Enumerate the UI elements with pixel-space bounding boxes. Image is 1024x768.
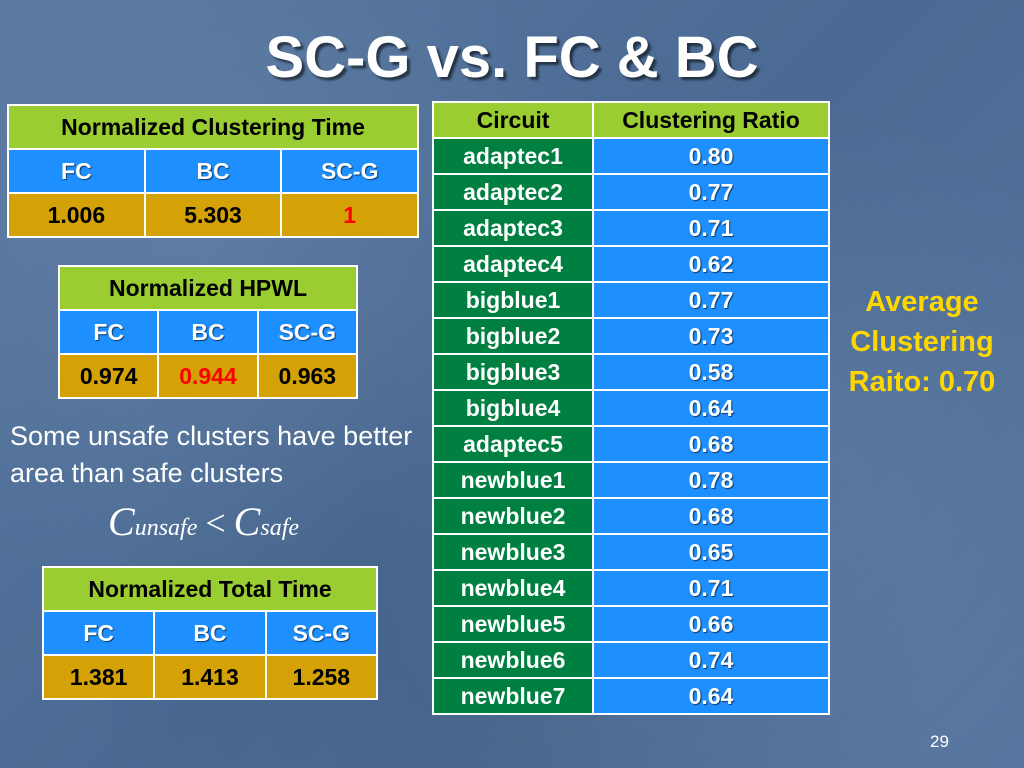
clustering-time-header: Normalized Clustering Time bbox=[7, 104, 419, 150]
clustering-ratio-cell: 0.74 bbox=[592, 641, 830, 679]
table-row: newblue1 0.78 bbox=[432, 461, 830, 499]
table-row: adaptec3 0.71 bbox=[432, 209, 830, 247]
clustering-ratio-cell: 0.71 bbox=[592, 209, 830, 247]
col-header-fc: FC bbox=[7, 148, 146, 194]
total-time-header: Normalized Total Time bbox=[42, 566, 378, 612]
table-row: bigblue1 0.77 bbox=[432, 281, 830, 319]
clustering-ratio-cell: 0.58 bbox=[592, 353, 830, 391]
unsafe-clusters-note: Some unsafe clusters have better area th… bbox=[10, 421, 413, 488]
col-header-bc: BC bbox=[153, 610, 267, 656]
circuit-name-cell: adaptec3 bbox=[432, 209, 594, 247]
value-fc: 1.381 bbox=[41, 654, 156, 700]
value-fc: 0.974 bbox=[57, 353, 160, 399]
value-bc: 0.944 bbox=[157, 353, 259, 399]
clustering-ratio-cell: 0.68 bbox=[592, 425, 830, 463]
table-row: adaptec1 0.80 bbox=[432, 137, 830, 175]
formula-less-than: < bbox=[205, 503, 226, 543]
formula-sub-safe: safe bbox=[260, 515, 300, 541]
circuit-name-cell: adaptec2 bbox=[432, 173, 594, 211]
circuit-name-cell: bigblue2 bbox=[432, 317, 594, 355]
average-clustering-ratio: Average Clustering Raito: 0.70 bbox=[848, 286, 996, 398]
value-fc: 1.006 bbox=[7, 192, 146, 238]
value-scg: 1.258 bbox=[264, 654, 379, 700]
clustering-ratio-cell: 0.73 bbox=[592, 317, 830, 355]
cost-formula: Cunsafe < Csafe bbox=[108, 498, 299, 545]
circuit-name-cell: newblue3 bbox=[432, 533, 594, 571]
clustering-ratio-cell: 0.66 bbox=[592, 605, 830, 643]
circuit-name-cell: bigblue1 bbox=[432, 281, 594, 319]
hpwl-header: Normalized HPWL bbox=[58, 265, 358, 311]
clustering-ratio-cell: 0.64 bbox=[592, 389, 830, 427]
circuit-name-cell: newblue7 bbox=[432, 677, 594, 715]
total-time-table: Normalized Total Time FC BC SC-G 1.381 1… bbox=[41, 566, 379, 700]
col-header-scg: SC-G bbox=[264, 610, 379, 656]
col-header-bc: BC bbox=[143, 148, 283, 194]
table-row: newblue5 0.66 bbox=[432, 605, 830, 643]
clustering-ratio-cell: 0.62 bbox=[592, 245, 830, 283]
table-row: newblue7 0.64 bbox=[432, 677, 830, 715]
col-header-scg: SC-G bbox=[256, 309, 359, 355]
table-row: adaptec5 0.68 bbox=[432, 425, 830, 463]
circuit-name-cell: newblue4 bbox=[432, 569, 594, 607]
table-row: newblue3 0.65 bbox=[432, 533, 830, 571]
table-row: bigblue3 0.58 bbox=[432, 353, 830, 391]
clustering-ratio-cell: 0.71 bbox=[592, 569, 830, 607]
table-row: adaptec4 0.62 bbox=[432, 245, 830, 283]
clustering-ratio-cell: 0.68 bbox=[592, 497, 830, 535]
clustering-ratio-cell: 0.80 bbox=[592, 137, 830, 175]
circuit-name-cell: bigblue3 bbox=[432, 353, 594, 391]
circuit-name-cell: adaptec4 bbox=[432, 245, 594, 283]
formula-c-right: C bbox=[233, 499, 261, 544]
circuit-name-cell: newblue1 bbox=[432, 461, 594, 499]
clustering-ratio-table: Circuit Clustering Ratio adaptec1 0.80 ada… bbox=[432, 101, 830, 715]
circuit-name-cell: newblue5 bbox=[432, 605, 594, 643]
page-number: 29 bbox=[930, 732, 949, 751]
circuit-name-cell: adaptec5 bbox=[432, 425, 594, 463]
circuit-name-cell: bigblue4 bbox=[432, 389, 594, 427]
header-clustering-ratio: Clustering Ratio bbox=[592, 101, 830, 139]
circuit-name-cell: newblue6 bbox=[432, 641, 594, 679]
clustering-time-table: Normalized Clustering Time FC BC SC-G 1.… bbox=[7, 104, 419, 238]
col-header-fc: FC bbox=[57, 309, 160, 355]
table-row: bigblue2 0.73 bbox=[432, 317, 830, 355]
table-row: newblue2 0.68 bbox=[432, 497, 830, 535]
clustering-ratio-cell: 0.78 bbox=[592, 461, 830, 499]
circuit-name-cell: adaptec1 bbox=[432, 137, 594, 175]
clustering-ratio-cell: 0.77 bbox=[592, 281, 830, 319]
circuit-name-cell: newblue2 bbox=[432, 497, 594, 535]
header-circuit: Circuit bbox=[432, 101, 594, 139]
slide-title: SC-G vs. FC & BC bbox=[265, 25, 759, 90]
formula-sub-unsafe: unsafe bbox=[134, 515, 198, 541]
value-bc: 5.303 bbox=[143, 192, 283, 238]
table-row: adaptec2 0.77 bbox=[432, 173, 830, 211]
table-row: bigblue4 0.64 bbox=[432, 389, 830, 427]
value-scg: 1 bbox=[280, 192, 419, 238]
table-row: newblue6 0.74 bbox=[432, 641, 830, 679]
col-header-bc: BC bbox=[157, 309, 259, 355]
clustering-ratio-cell: 0.64 bbox=[592, 677, 830, 715]
value-bc: 1.413 bbox=[153, 654, 267, 700]
col-header-scg: SC-G bbox=[280, 148, 419, 194]
clustering-ratio-cell: 0.77 bbox=[592, 173, 830, 211]
table-row: newblue4 0.71 bbox=[432, 569, 830, 607]
col-header-fc: FC bbox=[41, 610, 156, 656]
hpwl-table: Normalized HPWL FC BC SC-G 0.974 0.944 0… bbox=[57, 265, 359, 399]
ratio-table-body: adaptec1 0.80 adaptec2 0.77 adaptec3 0.71 adap… bbox=[432, 137, 830, 715]
value-scg: 0.963 bbox=[256, 353, 359, 399]
formula-c-left: C bbox=[108, 499, 135, 544]
clustering-ratio-cell: 0.65 bbox=[592, 533, 830, 571]
